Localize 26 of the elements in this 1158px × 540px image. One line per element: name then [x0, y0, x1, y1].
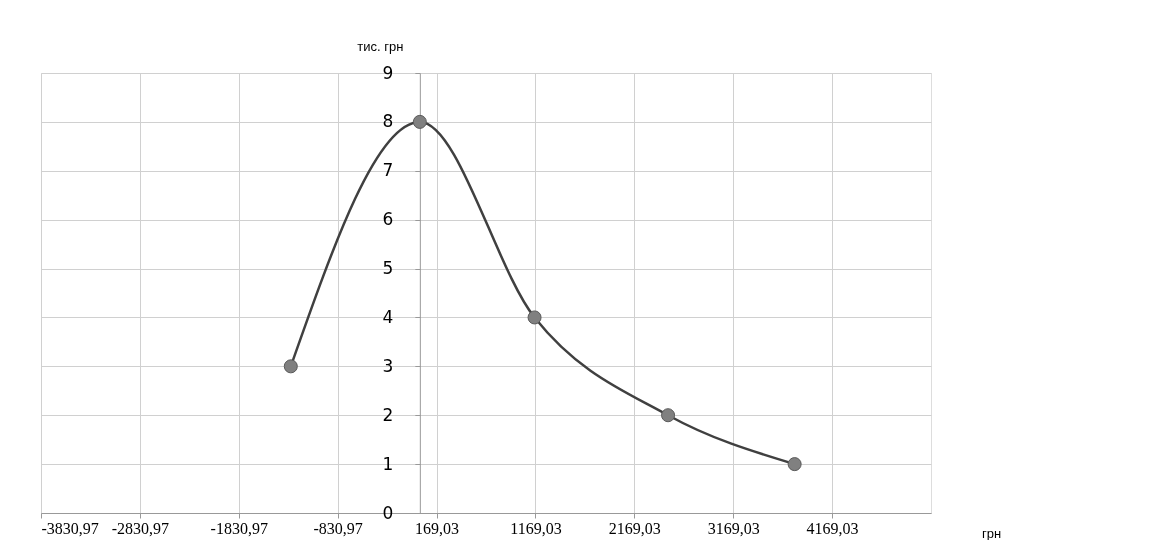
y-tick-label: 5 — [382, 258, 394, 279]
y-tick-label: 7 — [382, 160, 394, 181]
y-tick-label: 3 — [382, 355, 394, 376]
point — [661, 408, 676, 423]
y-tick-label: 6 — [382, 209, 394, 230]
x-tick-label: 169,03 — [415, 519, 460, 537]
point — [412, 114, 427, 129]
x-tick-label: -1830,97 — [210, 519, 268, 537]
point — [283, 359, 298, 374]
y-tick-label: 4 — [382, 306, 394, 327]
x-tick-label: 1169,03 — [510, 519, 562, 537]
x-tick-label: 2169,03 — [608, 519, 661, 537]
point — [787, 457, 802, 472]
y-tick-label: 0 — [382, 502, 394, 523]
x-tick-label: -2830,97 — [111, 519, 170, 537]
x-tick-label: -830,97 — [313, 519, 363, 537]
x-tick-label: 3169,03 — [707, 519, 760, 537]
y-tick-label: 8 — [382, 111, 394, 132]
point — [527, 310, 542, 325]
y-axis-title: тис. грн — [357, 38, 404, 54]
y-tick-label: 2 — [382, 404, 394, 425]
x-tick-label: -3830,97 — [41, 519, 99, 537]
y-tick-label: 1 — [382, 453, 394, 474]
x-axis-title: грн — [981, 525, 1002, 540]
y-tick-label: 9 — [382, 62, 394, 83]
x-tick-label: 4169,03 — [806, 519, 859, 537]
